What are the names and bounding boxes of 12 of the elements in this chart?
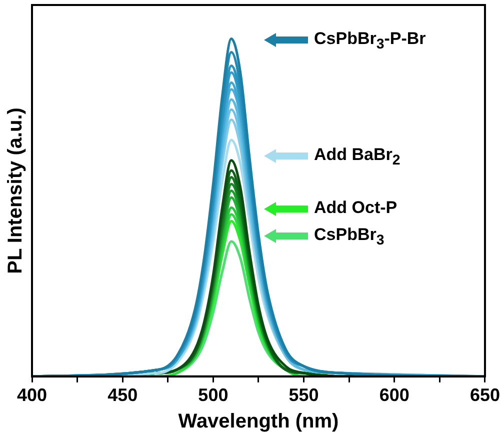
x-tick-label: 600 (379, 385, 410, 406)
annotation: Add BaBr$_{2}$ (314, 145, 400, 170)
annotation: Add Oct-P (314, 198, 398, 218)
x-tick-label: 450 (108, 385, 138, 406)
annotation: CsPbBr$_{3}$-P-Br (314, 29, 426, 54)
x-tick-label: 500 (198, 385, 228, 406)
x-tick-label: 650 (470, 385, 500, 406)
annotation: CsPbBr$_{3}$ (314, 225, 384, 250)
x-tick-label: 550 (288, 385, 319, 406)
x-axis-title: Wavelength (nm) (178, 410, 339, 433)
y-axis-title: PL Intensity (a.u.) (4, 108, 27, 274)
x-tick-label: 400 (16, 385, 48, 406)
